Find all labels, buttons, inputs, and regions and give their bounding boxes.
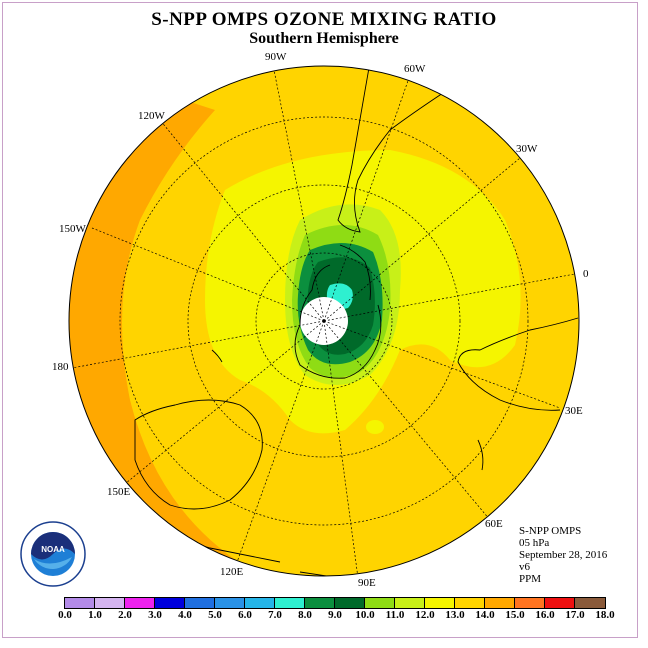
product-info: S-NPP OMPS 05 hPa September 28, 2016 v6 …	[519, 525, 607, 585]
color-scale-segment	[95, 598, 125, 608]
color-scale-segment	[575, 598, 605, 608]
color-scale-tick-label: 15.0	[505, 609, 525, 621]
color-scale-segment	[545, 598, 575, 608]
color-scale-tick-label: 2.0	[118, 609, 132, 621]
color-scale-tick-label: 18.0	[595, 609, 615, 621]
lon-label-180: 180	[52, 361, 69, 373]
observation-date: September 28, 2016	[519, 549, 608, 561]
map-boundary	[68, 65, 580, 577]
color-scale-tick-label: 9.0	[328, 609, 342, 621]
map-subtitle: Southern Hemisphere	[249, 30, 399, 47]
color-scale-tick-label: 1.0	[88, 609, 102, 621]
color-scale-tick-label: 12.0	[415, 609, 435, 621]
color-scale-tick-label: 0.0	[58, 609, 72, 621]
ozone-blob	[366, 420, 384, 434]
color-scale-tick-label: 13.0	[445, 609, 465, 621]
color-scale-segment	[155, 598, 185, 608]
color-scale-tick-label: 8.0	[298, 609, 312, 621]
lon-label-90w: 90W	[265, 51, 287, 63]
noaa-logo: NOAA	[20, 521, 86, 587]
lon-label-150w: 150W	[59, 223, 86, 235]
color-scale-segment	[365, 598, 395, 608]
pressure-level: 05 hPa	[519, 537, 550, 549]
lon-label-60w: 60W	[404, 63, 426, 75]
color-scale-tick-label: 17.0	[565, 609, 585, 621]
color-scale-tick-label: 10.0	[355, 609, 375, 621]
map-title: S-NPP OMPS OZONE MIXING RATIO	[151, 9, 497, 30]
color-scale-tick-label: 11.0	[385, 609, 405, 621]
lon-label-120w: 120W	[138, 110, 165, 122]
color-scale-segment	[395, 598, 425, 608]
color-scale-segment	[425, 598, 455, 608]
color-scale-tick-label: 5.0	[208, 609, 222, 621]
color-scale-segment	[335, 598, 365, 608]
color-scale-bar	[64, 597, 606, 609]
units-label: PPM	[519, 573, 542, 585]
color-scale-segment	[125, 598, 155, 608]
lon-label-90e: 90E	[358, 577, 376, 589]
lon-label-0: 0	[583, 268, 589, 280]
lon-label-120e: 120E	[220, 566, 244, 578]
logo-text: NOAA	[41, 545, 65, 554]
color-scale-segment	[305, 598, 335, 608]
color-scale-tick-label: 7.0	[268, 609, 282, 621]
color-scale-segment	[485, 598, 515, 608]
color-scale-tick-label: 3.0	[148, 609, 162, 621]
color-scale-ticks: 0.0 1.0 2.0 3.0 4.0 5.0 6.0 7.0 8.0 9.0 10.0 11.0 12…	[50, 609, 615, 623]
figure-frame	[2, 2, 638, 638]
color-scale-tick-label: 4.0	[178, 609, 192, 621]
color-scale-segment	[185, 598, 215, 608]
color-scale-segment	[275, 598, 305, 608]
lon-label-30w: 30W	[516, 143, 538, 155]
color-scale-tick-label: 14.0	[475, 609, 495, 621]
south-pole-marker	[322, 319, 326, 323]
color-scale-segment	[245, 598, 275, 608]
product-version: v6	[519, 561, 530, 573]
lon-label-60e: 60E	[485, 518, 503, 530]
color-scale-segment	[65, 598, 95, 608]
color-scale-segment	[515, 598, 545, 608]
lon-label-30e: 30E	[565, 405, 583, 417]
lon-label-150e: 150E	[107, 486, 131, 498]
coastlines	[134, 66, 579, 576]
color-scale-segment	[455, 598, 485, 608]
color-scale-tick-label: 6.0	[238, 609, 252, 621]
color-scale-tick-label: 16.0	[535, 609, 555, 621]
instrument-name: S-NPP OMPS	[519, 525, 582, 537]
color-scale-segment	[215, 598, 245, 608]
graticule	[71, 66, 579, 576]
